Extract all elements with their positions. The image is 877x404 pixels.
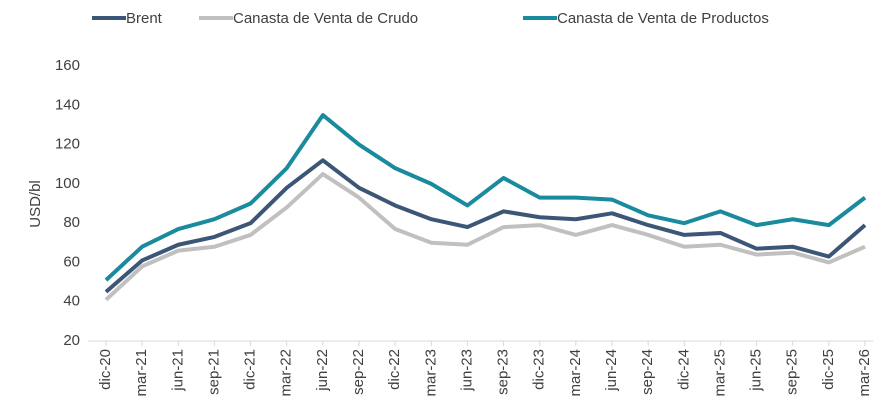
legend-label: Canasta de Venta de Crudo [233, 10, 418, 27]
y-tick-label: 40 [63, 293, 80, 310]
x-tick-label: jun-25 [748, 349, 765, 392]
series-line [104, 172, 866, 302]
series-line [104, 113, 867, 282]
x-tick-label: mar-23 [422, 349, 439, 397]
y-tick-label: 160 [55, 57, 80, 74]
x-tick-label: jun-21 [169, 349, 186, 392]
y-tick-label: 120 [55, 136, 80, 153]
x-tick-label: dic-25 [820, 349, 837, 390]
x-tick-label: dic-24 [675, 349, 692, 390]
x-tick-label: mar-26 [856, 349, 873, 397]
x-tick-label: sep-24 [639, 349, 656, 395]
x-tick-label: dic-21 [242, 349, 259, 390]
x-tick-label: jun-23 [458, 349, 475, 392]
x-tick-label: mar-25 [711, 349, 728, 397]
y-tick-label: 100 [55, 175, 80, 192]
x-tick-label: jun-22 [314, 349, 331, 392]
x-tick-label: sep-25 [784, 349, 801, 395]
x-tick-label: mar-22 [278, 349, 295, 397]
x-tick-label: sep-21 [205, 349, 222, 395]
y-tick-label: 60 [63, 253, 80, 270]
x-tick-label: mar-21 [133, 349, 150, 397]
series-line [104, 158, 867, 294]
x-tick-label: mar-24 [567, 349, 584, 397]
x-tick-label: sep-23 [495, 349, 512, 395]
legend-label: Canasta de Venta de Productos [557, 10, 769, 27]
y-tick-label: 140 [55, 96, 80, 113]
legend-label: Brent [126, 10, 163, 27]
y-tick-label: 80 [63, 214, 80, 231]
x-tick-label: jun-24 [603, 349, 620, 392]
x-tick-label: dic-20 [97, 349, 114, 390]
y-tick-label: 20 [63, 332, 80, 349]
x-tick-label: sep-22 [350, 349, 367, 395]
x-tick-label: dic-22 [386, 349, 403, 390]
y-axis-label: USD/bl [27, 180, 44, 228]
x-tick-label: dic-23 [531, 349, 548, 390]
